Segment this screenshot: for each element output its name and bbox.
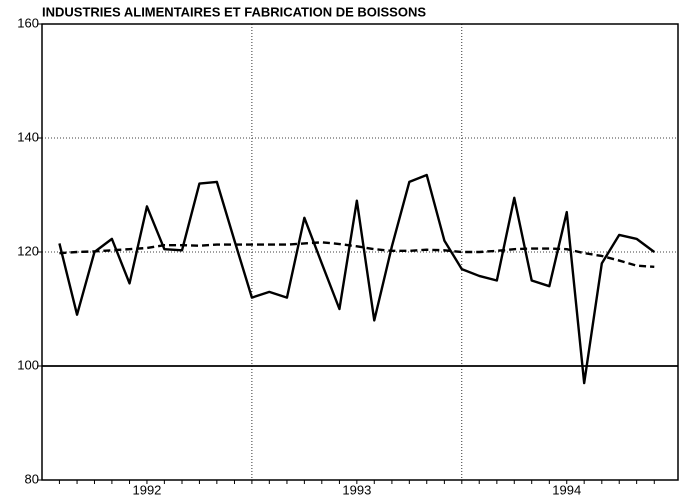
y-tick-label: 140 (17, 129, 39, 144)
y-tick-label: 100 (17, 357, 39, 372)
y-tick-label: 160 (17, 15, 39, 30)
y-tick-label: 80 (25, 471, 39, 486)
chart-title: INDUSTRIES ALIMENTAIRES ET FABRICATION D… (42, 4, 426, 19)
plot-frame (41, 23, 679, 481)
y-tick-label: 120 (17, 243, 39, 258)
x-tick-label: 1993 (342, 482, 371, 497)
x-tick-label: 1992 (132, 482, 161, 497)
data-line (58, 173, 655, 385)
x-tick-label: 1994 (552, 482, 581, 497)
data-line (59, 241, 655, 269)
